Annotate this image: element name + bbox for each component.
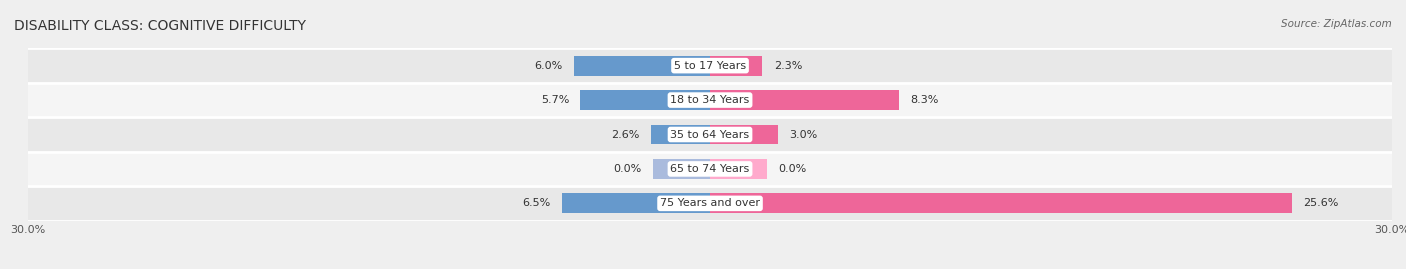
Text: 0.0%: 0.0% (613, 164, 643, 174)
Text: DISABILITY CLASS: COGNITIVE DIFFICULTY: DISABILITY CLASS: COGNITIVE DIFFICULTY (14, 19, 307, 33)
Text: 5 to 17 Years: 5 to 17 Years (673, 61, 747, 71)
Text: 2.3%: 2.3% (773, 61, 801, 71)
Bar (28, 152, 1392, 186)
Bar (28, 117, 1392, 152)
Bar (710, 90, 898, 110)
Bar (654, 159, 710, 179)
Text: 75 Years and over: 75 Years and over (659, 198, 761, 208)
Bar (651, 125, 710, 144)
Bar (710, 56, 762, 76)
Bar (710, 159, 766, 179)
Text: 8.3%: 8.3% (910, 95, 938, 105)
Bar (28, 186, 1392, 221)
Text: 6.5%: 6.5% (523, 198, 551, 208)
Text: 65 to 74 Years: 65 to 74 Years (671, 164, 749, 174)
Text: 25.6%: 25.6% (1303, 198, 1339, 208)
Bar (710, 125, 779, 144)
Text: 18 to 34 Years: 18 to 34 Years (671, 95, 749, 105)
Text: 5.7%: 5.7% (541, 95, 569, 105)
Bar (562, 193, 710, 213)
Text: 6.0%: 6.0% (534, 61, 562, 71)
Text: 2.6%: 2.6% (612, 129, 640, 140)
Text: 3.0%: 3.0% (790, 129, 818, 140)
Bar (710, 193, 1292, 213)
Text: Source: ZipAtlas.com: Source: ZipAtlas.com (1281, 19, 1392, 29)
Bar (28, 83, 1392, 117)
Bar (581, 90, 710, 110)
Text: 35 to 64 Years: 35 to 64 Years (671, 129, 749, 140)
Bar (574, 56, 710, 76)
Text: 0.0%: 0.0% (779, 164, 807, 174)
Bar (28, 48, 1392, 83)
